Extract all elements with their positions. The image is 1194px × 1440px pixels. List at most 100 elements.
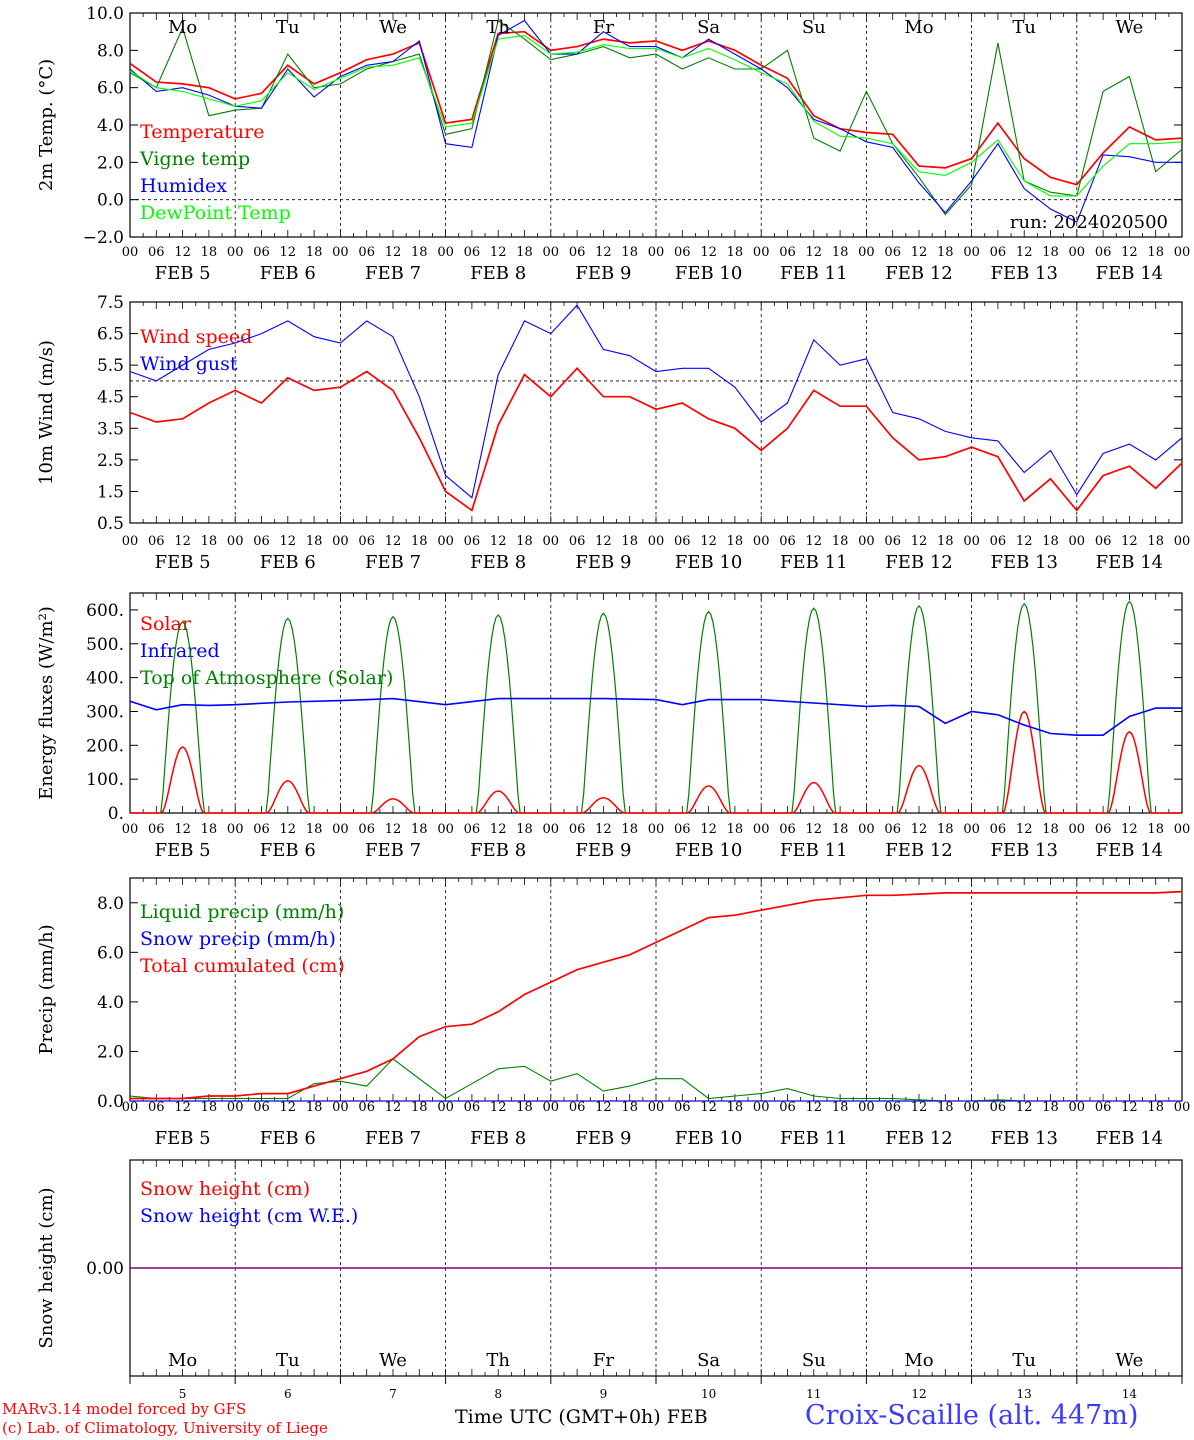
day-name-label: Su xyxy=(802,17,826,38)
hour-tick-label: 06 xyxy=(779,245,796,260)
hour-tick-label: 00 xyxy=(858,822,875,837)
hour-tick-label: 18 xyxy=(832,1100,849,1115)
hour-tick-label: 12 xyxy=(490,1100,507,1115)
hour-tick-label: 00 xyxy=(227,534,244,549)
date-label: FEB 11 xyxy=(780,840,847,861)
hour-tick-label: 18 xyxy=(201,1100,218,1115)
date-label: FEB 12 xyxy=(885,840,952,861)
hour-tick-label: 00 xyxy=(963,1100,980,1115)
credit-line: (c) Lab. of Climatology, University of L… xyxy=(2,1419,328,1437)
date-label: FEB 12 xyxy=(885,263,952,284)
hour-tick-label: 12 xyxy=(806,1100,823,1115)
hour-tick-label: 12 xyxy=(595,822,612,837)
y-tick-label: 0.0 xyxy=(97,1092,124,1112)
hour-tick-label: 06 xyxy=(358,1100,375,1115)
legend-entry: Total cumulated (cm) xyxy=(140,955,345,977)
y-axis-label: 2m Temp. (°C) xyxy=(36,59,57,191)
date-label: FEB 9 xyxy=(575,552,631,573)
date-label: FEB 5 xyxy=(155,552,211,573)
hour-tick-label: 12 xyxy=(1121,1100,1138,1115)
day-name-label: Tu xyxy=(276,1350,300,1371)
hour-tick-label: 12 xyxy=(174,245,191,260)
day-name-label: Fr xyxy=(593,17,614,38)
hour-tick-label: 18 xyxy=(1147,245,1164,260)
hour-tick-label: 06 xyxy=(779,534,796,549)
date-label: FEB 8 xyxy=(470,840,526,861)
hour-tick-label: 00 xyxy=(648,1100,665,1115)
hour-tick-label: 12 xyxy=(700,822,717,837)
day-number-label: 5 xyxy=(179,1387,187,1401)
y-tick-label: 3.5 xyxy=(97,419,124,439)
hour-tick-label: 00 xyxy=(648,822,665,837)
hour-tick-label: 00 xyxy=(753,1100,770,1115)
bottom-axis-label: Time UTC (GMT+0h) FEB xyxy=(455,1406,708,1428)
hour-tick-label: 18 xyxy=(411,534,428,549)
date-label: FEB 7 xyxy=(365,1128,421,1149)
hour-tick-label: 18 xyxy=(1147,534,1164,549)
day-name-label: We xyxy=(379,17,407,38)
hour-tick-label: 06 xyxy=(358,822,375,837)
hour-tick-label: 18 xyxy=(516,245,533,260)
hour-tick-label: 00 xyxy=(332,822,349,837)
date-label: FEB 12 xyxy=(885,1128,952,1149)
hour-tick-label: 12 xyxy=(911,534,928,549)
hour-tick-label: 00 xyxy=(963,534,980,549)
hour-tick-label: 00 xyxy=(963,822,980,837)
day-name-label: Mo xyxy=(168,1350,197,1371)
hour-tick-label: 06 xyxy=(884,534,901,549)
day-number-label: 7 xyxy=(389,1387,397,1401)
hour-tick-label: 00 xyxy=(122,1100,139,1115)
hour-tick-label: 12 xyxy=(595,534,612,549)
hour-tick-label: 06 xyxy=(148,822,165,837)
hour-tick-label: 00 xyxy=(437,822,454,837)
station-title: Croix-Scaille (alt. 447m) xyxy=(805,1400,1139,1431)
date-label: FEB 11 xyxy=(780,1128,847,1149)
series-line xyxy=(129,30,1183,186)
hour-tick-label: 00 xyxy=(1069,822,1086,837)
y-tick-label: 4.5 xyxy=(97,388,124,408)
date-label: FEB 13 xyxy=(990,1128,1057,1149)
hour-tick-label: 12 xyxy=(1016,822,1033,837)
legend-entry: Wind speed xyxy=(140,326,252,348)
hour-tick-label: 00 xyxy=(543,1100,560,1115)
day-name-label: Tu xyxy=(1012,1350,1036,1371)
hour-tick-label: 06 xyxy=(884,822,901,837)
y-tick-label: 5.5 xyxy=(97,356,124,376)
hour-tick-label: 00 xyxy=(648,245,665,260)
hour-tick-label: 18 xyxy=(727,1100,744,1115)
hour-tick-label: 00 xyxy=(858,245,875,260)
hour-tick-label: 06 xyxy=(464,245,481,260)
y-tick-label: 600. xyxy=(86,601,124,621)
day-name-label: Tu xyxy=(1012,17,1036,38)
hour-tick-label: 12 xyxy=(174,822,191,837)
hour-tick-label: 18 xyxy=(516,1100,533,1115)
hour-tick-label: 00 xyxy=(1174,534,1191,549)
hour-tick-label: 00 xyxy=(648,534,665,549)
hour-tick-label: 18 xyxy=(306,822,323,837)
day-name-label: Th xyxy=(486,17,510,38)
y-tick-label: 300. xyxy=(86,702,124,722)
legend-entry: Humidex xyxy=(140,175,227,197)
hour-tick-label: 18 xyxy=(201,534,218,549)
hour-tick-label: 18 xyxy=(306,245,323,260)
hour-tick-label: 18 xyxy=(832,534,849,549)
time-axis-label: Time UTC (GMT+0h) xyxy=(455,1406,661,1428)
hour-tick-label: 00 xyxy=(122,245,139,260)
hour-tick-label: 12 xyxy=(1121,534,1138,549)
hour-tick-label: 00 xyxy=(543,534,560,549)
hour-tick-label: 18 xyxy=(727,245,744,260)
hour-tick-label: 00 xyxy=(332,1100,349,1115)
y-tick-label: 2.0 xyxy=(97,1042,124,1062)
hour-tick-label: 06 xyxy=(569,1100,586,1115)
day-number-label: 6 xyxy=(284,1387,292,1401)
y-tick-label: 7.5 xyxy=(97,293,124,313)
hour-tick-label: 00 xyxy=(332,534,349,549)
legend-entry: Temperature xyxy=(140,121,264,143)
run-label: run: 2024020500 xyxy=(1010,212,1168,233)
date-label: FEB 14 xyxy=(1096,840,1163,861)
day-number-label: 14 xyxy=(1122,1387,1138,1401)
hour-tick-label: 06 xyxy=(1095,822,1112,837)
hour-tick-label: 06 xyxy=(569,534,586,549)
hour-tick-label: 12 xyxy=(174,1100,191,1115)
day-number-label: 8 xyxy=(494,1387,502,1401)
